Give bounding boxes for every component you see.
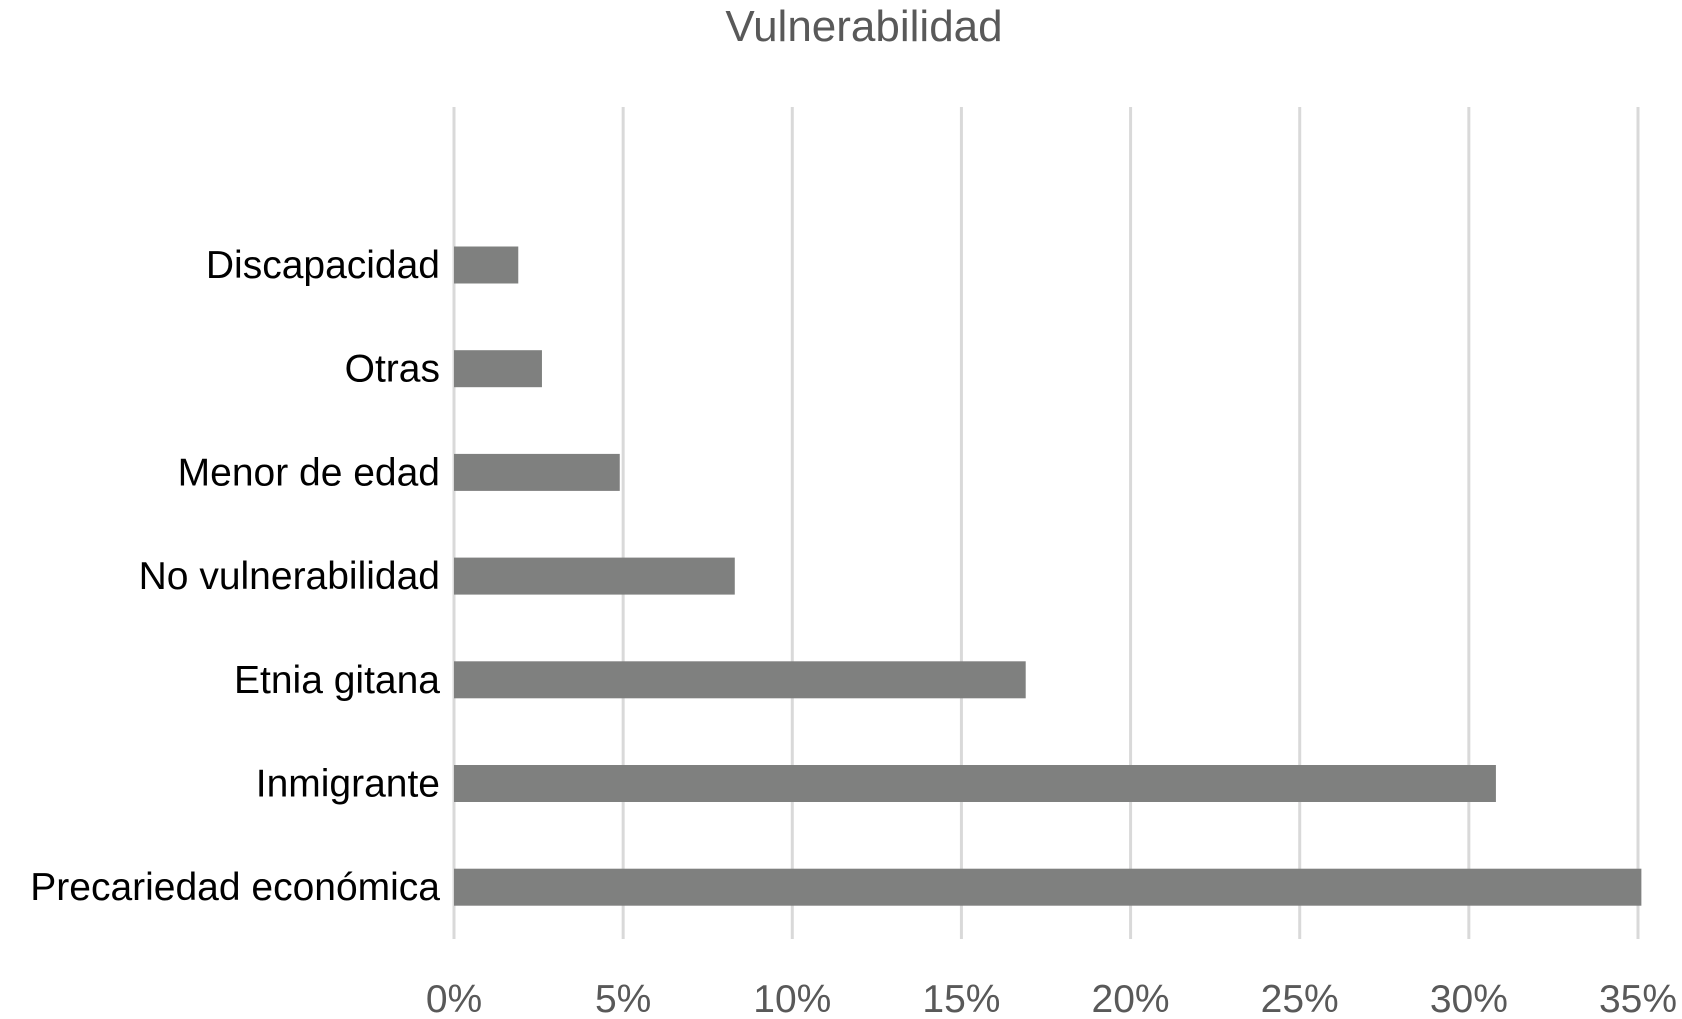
category-label: Precariedad económica — [30, 866, 440, 909]
bar — [454, 557, 735, 595]
x-tick-label: 30% — [1430, 978, 1508, 1019]
x-tick-label: 20% — [1092, 978, 1170, 1019]
x-tick-label: 25% — [1261, 978, 1339, 1019]
x-tick-label: 35% — [1599, 978, 1677, 1019]
category-label: Discapacidad — [206, 244, 440, 287]
category-label: No vulnerabilidad — [139, 555, 440, 598]
bar — [454, 453, 620, 491]
bars — [454, 246, 1642, 906]
chart-title: Vulnerabilidad — [725, 2, 1002, 51]
category-label: Menor de edad — [178, 451, 440, 494]
x-tick-labels: 0% 5% 10% 15% 20% 25% 30% 35% — [426, 978, 1677, 1019]
bar — [454, 350, 542, 388]
gridlines — [452, 107, 1640, 939]
x-tick-label: 5% — [595, 978, 651, 1019]
x-tick-label: 15% — [922, 978, 1000, 1019]
bar — [454, 765, 1496, 802]
category-label: Etnia gitana — [234, 659, 440, 702]
x-tick-label: 0% — [426, 978, 482, 1019]
bar — [454, 868, 1642, 906]
category-labels: Discapacidad Otras Menor de edad No vulnera… — [30, 244, 440, 909]
category-label: Inmigrante — [256, 763, 440, 806]
bar — [454, 661, 1026, 699]
category-label: Otras — [345, 348, 440, 391]
bar — [454, 246, 519, 284]
x-tick-label: 10% — [753, 978, 831, 1019]
